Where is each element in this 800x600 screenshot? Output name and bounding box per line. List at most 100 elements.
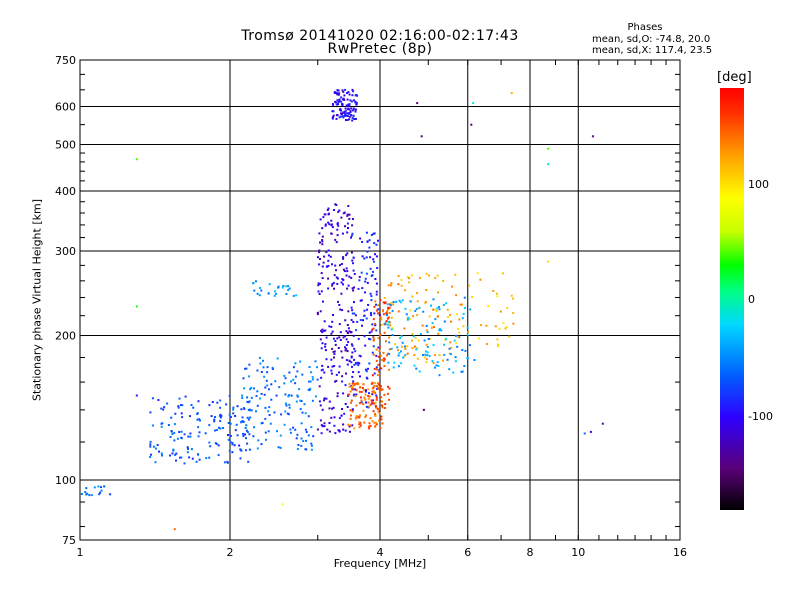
data-point [336,374,338,376]
data-point [250,387,252,389]
data-point [232,407,234,409]
data-point [407,317,409,319]
data-point [401,285,403,287]
data-point [264,394,266,396]
data-point [471,296,473,298]
data-point [443,344,445,346]
data-point [276,430,278,432]
data-point [240,408,242,410]
data-point [392,310,394,312]
data-point [467,327,469,329]
data-point [330,417,332,419]
data-point [218,454,220,456]
data-point [343,413,345,415]
data-point [451,286,453,288]
data-point [495,325,497,327]
data-point [355,111,357,113]
data-point [101,490,103,492]
data-point [368,406,370,408]
data-point [378,410,380,412]
data-point [358,279,360,281]
data-point [350,277,352,279]
data-point [378,384,380,386]
data-point [377,240,379,242]
data-point [450,353,452,355]
data-point [292,379,294,381]
data-point [181,412,183,414]
data-point [394,343,396,345]
data-point [391,348,393,350]
data-point [363,410,365,412]
data-point [311,445,313,447]
data-point [350,425,352,427]
data-point [339,109,341,111]
data-point [166,403,168,405]
data-point [395,301,397,303]
data-point [229,441,231,443]
data-point [427,331,429,333]
data-point [358,288,360,290]
data-point [296,401,298,403]
data-point [380,316,382,318]
data-point [296,370,298,372]
data-point [291,395,293,397]
data-point [347,332,349,334]
data-point [398,355,400,357]
data-point [338,336,340,338]
data-point [431,327,433,329]
data-point [341,408,343,410]
data-point [376,407,378,409]
data-point [299,400,301,402]
data-point [333,351,335,353]
data-point [364,399,366,401]
data-point [370,404,372,406]
data-point [347,214,349,216]
data-point [396,346,398,348]
data-point [377,304,379,306]
data-point [322,329,324,331]
data-point [415,368,417,370]
data-point [246,430,248,432]
data-point [372,374,374,376]
data-point [333,357,335,359]
data-point [426,344,428,346]
data-point [351,307,353,309]
data-point [346,252,348,254]
data-point [161,426,163,428]
data-point [366,232,368,234]
data-point [334,92,336,94]
data-point [364,281,366,283]
data-point [439,354,441,356]
data-point [155,448,157,450]
data-point [377,364,379,366]
data-point [353,301,355,303]
data-point [276,395,278,397]
data-point [192,407,194,409]
data-point [153,446,155,448]
data-point [334,265,336,267]
data-point [346,344,348,346]
data-point [355,405,357,407]
data-point [228,422,230,424]
data-point [327,278,329,280]
data-point [278,386,280,388]
data-point [160,408,162,410]
data-point [245,424,247,426]
data-point [341,309,343,311]
data-point [264,418,266,420]
data-point [198,435,200,437]
data-point [261,393,263,395]
data-point [332,116,334,118]
x-axis-label: Frequency [MHz] [334,557,426,570]
data-point [356,321,358,323]
data-point [284,394,286,396]
data-point [208,424,210,426]
data-point [231,443,233,445]
data-point [345,373,347,375]
data-point [439,308,441,310]
data-point [425,361,427,363]
data-point [442,360,444,362]
data-point [322,216,324,218]
data-point [512,298,514,300]
data-point [287,413,289,415]
